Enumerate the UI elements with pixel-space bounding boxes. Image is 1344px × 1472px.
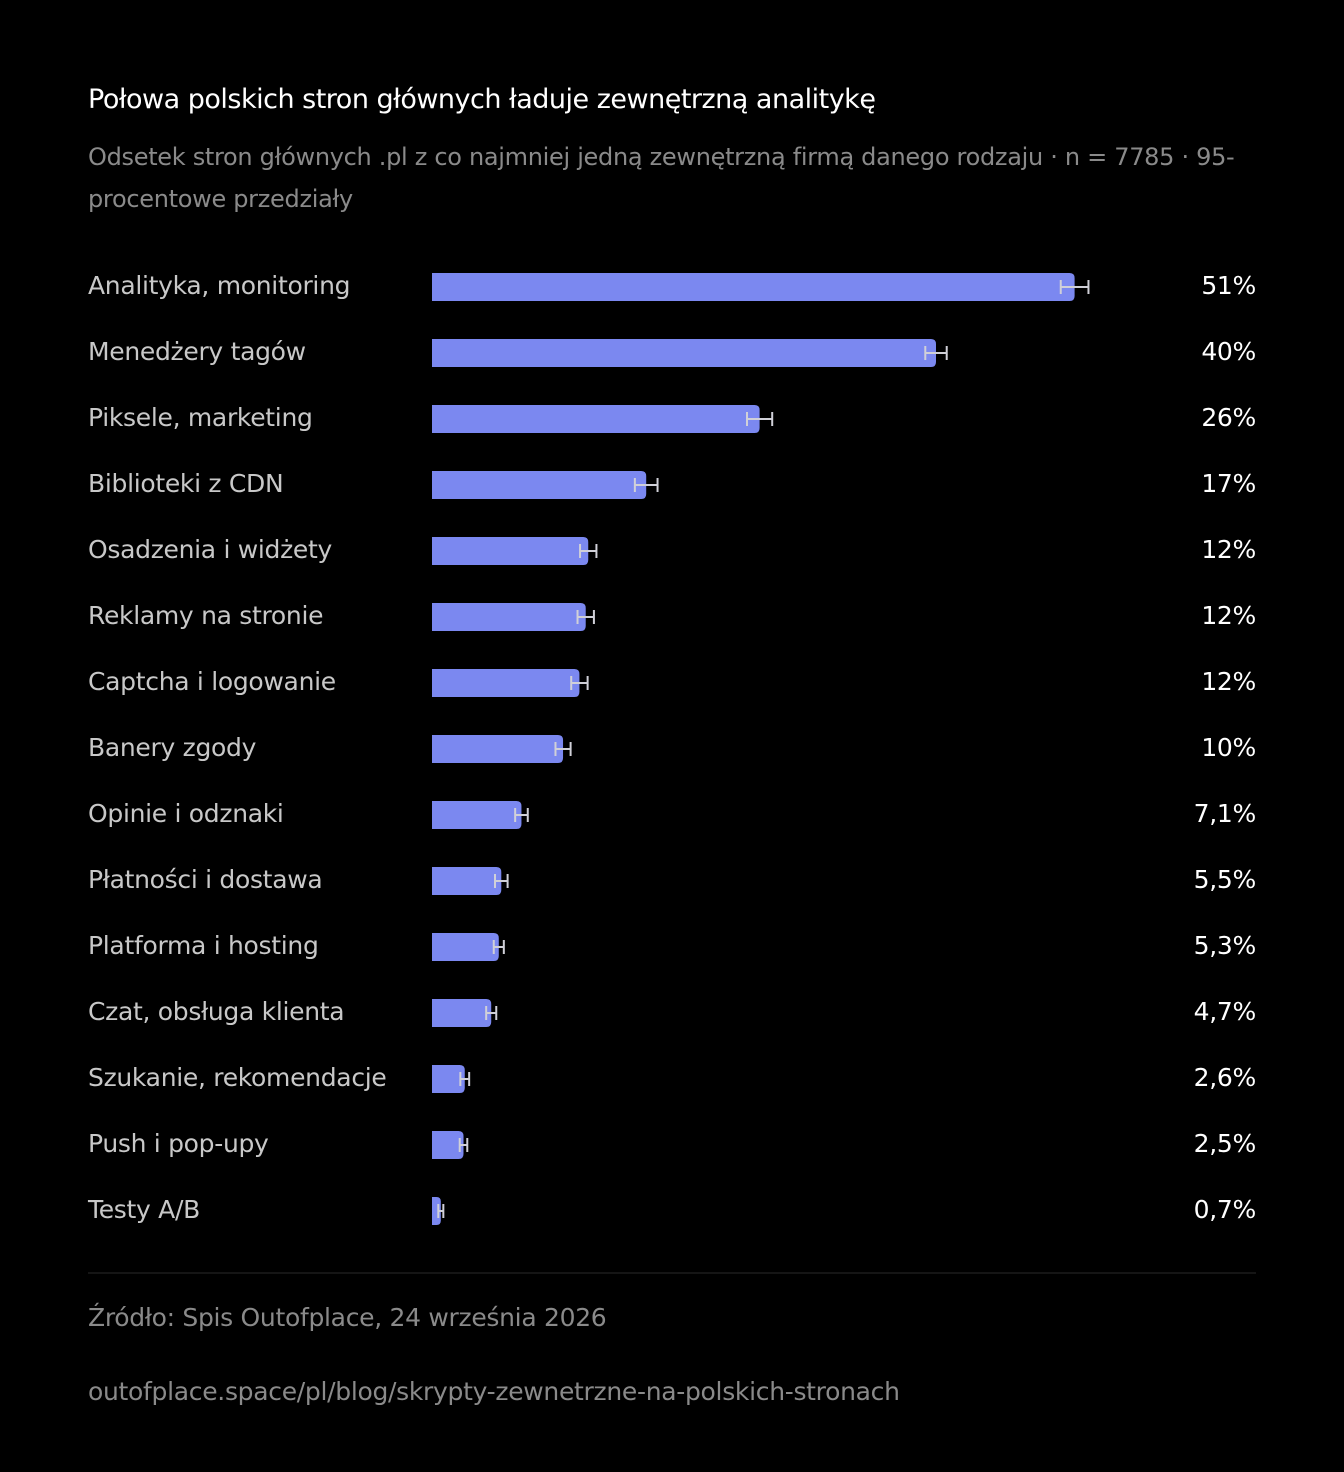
value-label: 4,7% — [1194, 997, 1256, 1026]
value-label: 26% — [1201, 403, 1256, 432]
value-label: 12% — [1201, 601, 1256, 630]
url: outofplace.space/pl/blog/skrypty-zewnetr… — [88, 1377, 900, 1406]
error-bar — [494, 874, 509, 888]
category-label: Captcha i logowanie — [88, 667, 336, 696]
bar — [432, 669, 580, 697]
category-label: Opinie i odznaki — [88, 799, 284, 828]
bar — [432, 1065, 465, 1093]
value-label: 40% — [1201, 337, 1256, 366]
bar — [432, 999, 492, 1027]
category-label: Czat, obsługa klienta — [88, 997, 344, 1026]
chart-title: Połowa polskich stron głównych ładuje ze… — [88, 84, 876, 115]
error-bar — [570, 676, 589, 690]
value-label: 5,5% — [1194, 865, 1256, 894]
error-bar — [437, 1204, 445, 1218]
error-bar — [485, 1006, 498, 1020]
error-bar — [746, 412, 774, 426]
error-bar — [492, 940, 505, 954]
error-bar — [576, 610, 595, 624]
value-label: 2,6% — [1194, 1063, 1256, 1092]
value-label: 17% — [1201, 469, 1256, 498]
error-bar — [459, 1072, 471, 1086]
value-label: 51% — [1201, 271, 1256, 300]
source: Źródło: Spis Outofplace, 24 września 202… — [88, 1303, 606, 1332]
error-bar — [633, 478, 659, 492]
category-label: Testy A/B — [87, 1195, 200, 1224]
category-label: Płatności i dostawa — [88, 865, 322, 894]
value-label: 12% — [1201, 667, 1256, 696]
value-label: 12% — [1201, 535, 1256, 564]
category-label: Platforma i hosting — [88, 931, 319, 960]
bar — [432, 801, 522, 829]
error-bar — [579, 544, 598, 558]
error-bar — [554, 742, 572, 756]
error-bar — [458, 1138, 469, 1152]
bar — [432, 537, 589, 565]
bar — [432, 471, 647, 499]
value-label: 7,1% — [1194, 799, 1256, 828]
category-label: Reklamy na stronie — [88, 601, 323, 630]
bar — [432, 405, 760, 433]
value-label: 10% — [1201, 733, 1256, 762]
category-label: Piksele, marketing — [88, 403, 313, 432]
value-label: 0,7% — [1194, 1195, 1256, 1224]
category-label: Menedżery tagów — [88, 337, 306, 366]
category-label: Banery zgody — [88, 733, 257, 762]
value-label: 2,5% — [1194, 1129, 1256, 1158]
bar — [432, 273, 1075, 301]
category-label: Analityka, monitoring — [88, 271, 350, 300]
chart-subtitle: Odsetek stron głównych .pl z co najmniej… — [88, 143, 1235, 213]
error-bar — [514, 808, 529, 822]
category-label: Push i pop-upy — [88, 1129, 269, 1158]
error-bar — [924, 346, 948, 360]
category-label: Osadzenia i widżety — [88, 535, 333, 564]
bar — [432, 735, 564, 763]
value-label: 5,3% — [1194, 931, 1256, 960]
error-bar — [1059, 280, 1090, 294]
bar — [432, 1131, 464, 1159]
category-label: Biblioteki z CDN — [88, 469, 283, 498]
category-label: Szukanie, rekomendacje — [88, 1063, 387, 1092]
bar — [432, 603, 586, 631]
bar — [432, 867, 502, 895]
bar — [432, 933, 499, 961]
bar — [432, 339, 936, 367]
